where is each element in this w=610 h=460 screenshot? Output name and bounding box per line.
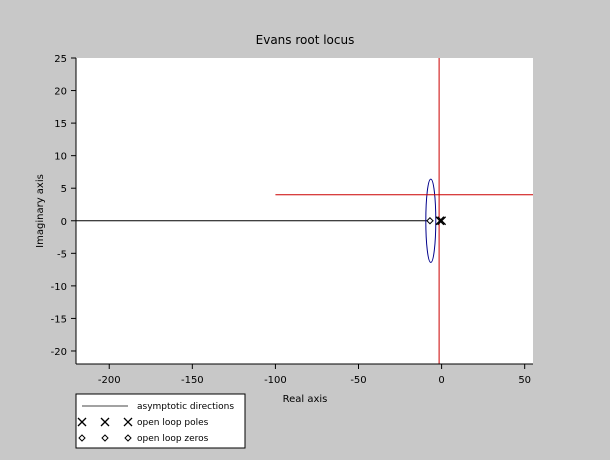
y-tick-label: 0 — [61, 217, 67, 228]
legend-zero-swatch — [124, 434, 132, 442]
legend-zero-swatch — [101, 434, 109, 442]
chart-title: Evans root locus — [256, 33, 355, 47]
pole-stroke — [77, 417, 87, 427]
legend-label: asymptotic directions — [137, 402, 234, 412]
pole-stroke — [100, 417, 110, 427]
plot-background — [76, 58, 533, 364]
open-loop-zero-marker — [426, 217, 434, 225]
x-ticks: -200 -150 -100 -50 0 50 — [98, 364, 531, 386]
y-tick-label: 20 — [54, 87, 67, 98]
x-tick-label: -50 — [350, 375, 366, 386]
y-tick-label: 15 — [54, 119, 67, 130]
y-tick-label: -10 — [51, 282, 67, 293]
legend-pole-swatch — [123, 417, 133, 427]
legend-label: open loop zeros — [137, 434, 209, 444]
legend-entries: asymptotic directions open loop poles open… — [77, 402, 234, 444]
locus-layer — [76, 58, 533, 364]
root-locus-loop — [425, 178, 437, 263]
y-axis-label: Imaginary axis — [35, 174, 46, 248]
pole-stroke — [435, 216, 445, 226]
y-tick-label: 5 — [61, 184, 67, 195]
x-tick-label: 50 — [518, 375, 531, 386]
pole-stroke — [437, 216, 447, 226]
x-axis-label: Real axis — [283, 394, 328, 405]
x-tick-label: -150 — [181, 375, 204, 386]
y-tick-label: 25 — [54, 54, 67, 65]
marker-layer — [426, 216, 447, 226]
legend: asymptotic directions open loop poles open… — [75, 393, 246, 449]
x-tick-label: -200 — [98, 375, 121, 386]
legend-pole-swatch — [100, 417, 110, 427]
x-tick-label: 0 — [438, 375, 444, 386]
legend-zero-swatch — [78, 434, 86, 442]
legend-label: open loop poles — [137, 418, 209, 428]
y-tick-label: -15 — [51, 314, 67, 325]
open-loop-pole-marker — [435, 216, 445, 226]
legend-pole-swatch — [77, 417, 87, 427]
pole-stroke — [123, 417, 133, 427]
y-tick-label: -5 — [57, 249, 67, 260]
open-loop-pole-marker — [437, 216, 447, 226]
plot-area — [76, 58, 533, 364]
y-tick-label: 10 — [54, 152, 67, 163]
y-tick-label: -20 — [51, 347, 67, 358]
y-ticks: -20 -15 -10 -5 0 5 10 15 20 25 — [51, 54, 76, 358]
x-tick-label: -100 — [264, 375, 287, 386]
